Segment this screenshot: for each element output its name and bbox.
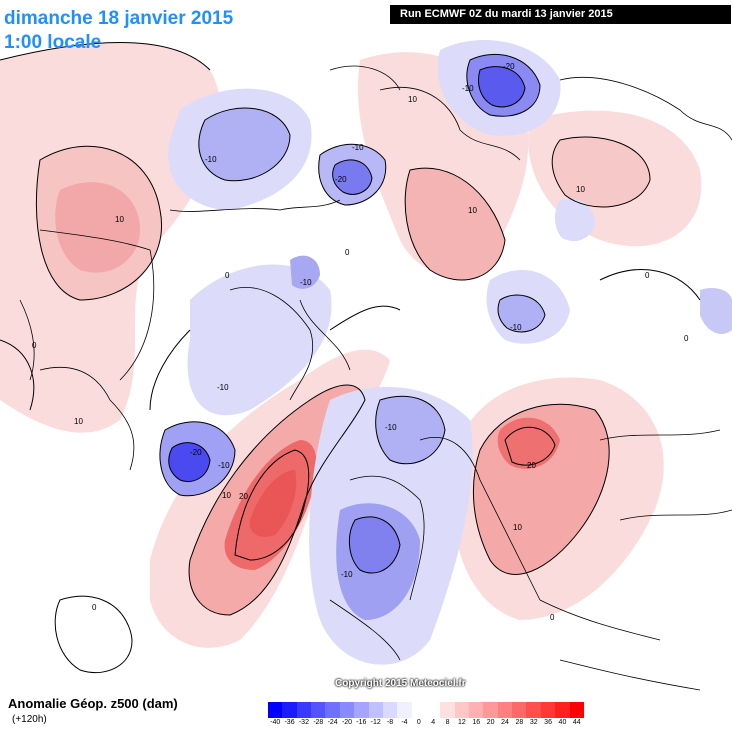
contour-label: 0 [345,248,350,257]
contour-label: -10 [300,278,312,287]
contour-label: -10 [205,155,217,164]
contour-label: 10 [468,206,477,215]
contour-label-layer: -20 -10 -10 -20 -10 -20 -10 -10 -10 -10 … [32,62,689,622]
scale-label: 40 [558,719,567,726]
contour-label: 0 [225,271,230,280]
scale-swatch [282,702,297,718]
contour-label: -20 [335,175,347,184]
scale-label: -20 [341,719,353,726]
scale-label: 44 [572,719,581,726]
forecast-date: dimanche 18 janvier 2015 [4,8,234,29]
geopotential-anomaly-map: -20 -10 -10 -20 -10 -20 -10 -10 -10 -10 … [0,40,732,691]
run-info: Run ECMWF 0Z du mardi 13 janvier 2015 [390,5,731,24]
scale-label: -4 [401,719,408,726]
scale-swatch [440,702,455,718]
scale-label: -12 [370,719,381,726]
scale-swatch [397,702,412,718]
scale-swatch [512,702,527,718]
scale-swatch [454,702,470,718]
scale-swatch [368,702,383,718]
scale-label: 4 [431,719,436,726]
contour-label: -10 [510,323,522,332]
scale-label: -28 [313,719,324,726]
contour-label: -10 [218,461,230,470]
contour-label: -10 [385,423,397,432]
scale-swatch [382,702,398,718]
scale-label: -36 [284,719,295,726]
scale-label: 36 [544,719,552,726]
scale-label: 24 [501,719,509,726]
scale-label: 32 [529,719,538,726]
scale-swatch [569,702,584,718]
scale-label: 12 [458,719,466,726]
forecast-lead-time: (+120h) [12,714,47,725]
scale-label: 20 [486,719,495,726]
scale-swatch [540,702,556,718]
contour-label: 0 [684,334,689,343]
scale-swatch [268,702,283,718]
scale-label: 16 [472,719,481,726]
scale-label: 0 [416,719,421,726]
contour-label: 0 [550,613,555,622]
scale-swatch [526,702,541,718]
color-scale [268,702,584,718]
contour-label: 10 [115,215,124,224]
scale-swatch [411,702,426,718]
contour-label: 20 [239,492,248,501]
contour-label: 10 [513,523,522,532]
forecast-time: 1:00 locale [4,32,102,53]
scale-swatch [469,702,484,718]
contour-label: -10 [217,383,229,392]
scale-label: -16 [356,719,367,726]
scale-label: -24 [327,719,338,726]
color-scale-labels: -40 -36 -32 -28 -24 -20 -16 -12 -8 -4 0 4 8 12 16 20 24 2… [268,719,584,729]
contour-label: -10 [462,84,474,93]
scale-swatch [296,702,312,718]
scale-swatch [483,702,498,718]
scale-swatch [339,702,355,718]
scale-label: 28 [515,719,524,726]
contour-label: -20 [503,62,515,71]
contour-label: 0 [645,271,650,280]
scale-swatch [425,702,441,718]
contour-label: 0 [92,603,97,612]
scale-label: -8 [386,719,394,726]
contour-label: 20 [527,461,536,470]
contour-lines [0,42,701,674]
contour-label: 10 [408,95,417,104]
scale-swatch [311,702,326,718]
contour-label: 10 [222,491,231,500]
scale-label: -32 [298,719,309,726]
legend-title: Anomalie Géop. z500 (dam) [8,696,178,711]
contour-label: -20 [190,448,202,457]
coastlines [19,65,732,691]
copyright: Copyright 2015 Meteociel.fr [335,678,466,689]
legend-footer: Anomalie Géop. z500 (dam) (+120h) -40 -36… [0,692,732,732]
contour-label: 10 [74,417,83,426]
contour-label: -10 [352,143,364,152]
scale-swatch [325,702,340,718]
scale-swatch [555,702,570,718]
scale-label: -40 [270,719,281,726]
contour-label: 10 [576,185,585,194]
anomaly-shading [0,40,732,665]
contour-label: -10 [341,570,353,579]
scale-swatch [497,702,513,718]
contour-label: 0 [32,341,37,350]
scale-label: 8 [445,719,450,726]
scale-swatch [354,702,369,718]
